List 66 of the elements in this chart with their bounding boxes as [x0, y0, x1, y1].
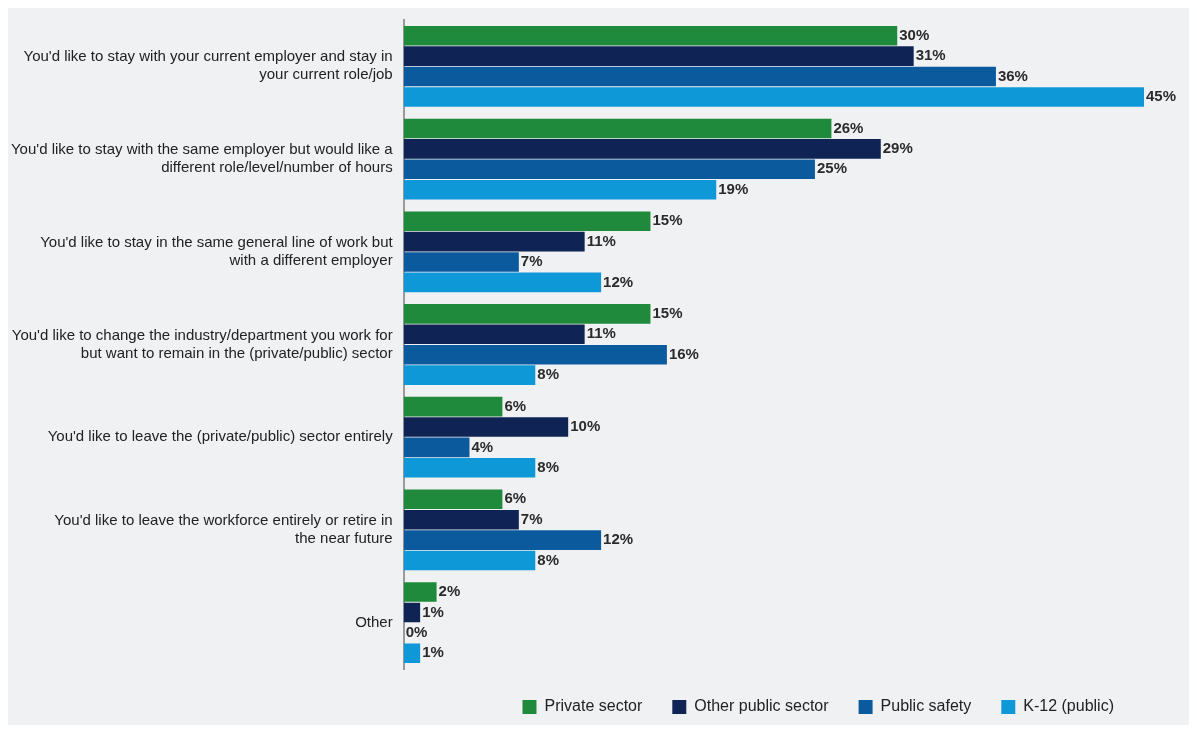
data-label: 45%	[1146, 87, 1177, 105]
bar	[403, 344, 667, 365]
data-label: 19%	[718, 179, 749, 197]
y-tick-label: You'd like to stay in the same general line of work but with a different employer	[40, 232, 394, 268]
y-tick-label: You'd like to change the industry/department you work for but want to remain in the (private/public) sector	[11, 325, 393, 361]
data-label: 26%	[833, 118, 864, 136]
data-label: 29%	[882, 139, 913, 157]
bar	[403, 159, 815, 180]
data-label: 12%	[603, 530, 634, 548]
bar	[403, 365, 536, 385]
y-tick-label: You'd like to stay with your current employer and stay in your current role/job	[23, 47, 393, 83]
bar	[403, 550, 536, 571]
data-label: 10%	[570, 417, 601, 435]
bar	[403, 509, 519, 530]
legend-label: Private sector	[544, 697, 643, 715]
data-label: 7%	[520, 509, 543, 527]
bar	[403, 179, 717, 200]
data-label: 4%	[471, 437, 494, 455]
bar	[403, 304, 651, 324]
bar	[403, 602, 421, 623]
legend-label: Public safety	[880, 697, 972, 715]
bar	[403, 324, 585, 345]
data-label: 11%	[586, 231, 616, 249]
data-label: 12%	[603, 272, 634, 290]
y-tick-label: You'd like to stay with the same employer but would like a different role/level/number of hours	[10, 140, 394, 176]
data-label: 8%	[537, 457, 559, 475]
data-label: 15%	[652, 211, 683, 229]
data-label: 36%	[997, 66, 1028, 84]
data-label: 6%	[504, 489, 527, 507]
data-label: 15%	[652, 304, 683, 322]
bar	[403, 66, 996, 87]
data-label: 7%	[520, 252, 543, 270]
data-label: 1%	[422, 602, 444, 620]
data-label: 8%	[537, 550, 559, 568]
bar	[403, 437, 470, 458]
legend-label: K-12 (public)	[1023, 697, 1114, 715]
bar	[403, 118, 832, 139]
bar	[403, 87, 1144, 107]
bar	[403, 211, 651, 231]
legend-label: Other public sector	[694, 697, 830, 715]
data-label: 6%	[504, 396, 527, 414]
y-tick-label: Other	[355, 612, 393, 630]
bar	[403, 25, 898, 46]
data-label: 11%	[586, 324, 616, 342]
data-label: 1%	[422, 643, 444, 661]
bar	[403, 46, 914, 66]
bar	[403, 582, 437, 602]
bar	[403, 417, 569, 437]
y-tick-label: You'd like to leave the workforce entirely or retire in the near future	[54, 511, 393, 547]
bar	[403, 231, 585, 252]
data-label: 2%	[438, 582, 461, 600]
bar	[403, 272, 602, 293]
bar	[403, 458, 536, 478]
data-label: 8%	[537, 365, 559, 383]
bar	[403, 252, 519, 272]
data-label: 25%	[816, 159, 847, 177]
bar	[403, 139, 881, 159]
data-label: 16%	[668, 344, 699, 362]
data-label: 31%	[915, 46, 946, 64]
data-label: 30%	[899, 25, 930, 43]
bar	[403, 643, 421, 664]
bar	[403, 396, 503, 417]
bar	[403, 530, 602, 550]
y-tick-label: You'd like to leave the (private/public) sector entirely	[47, 427, 394, 445]
bar	[403, 489, 503, 510]
data-label: 0%	[405, 622, 428, 640]
